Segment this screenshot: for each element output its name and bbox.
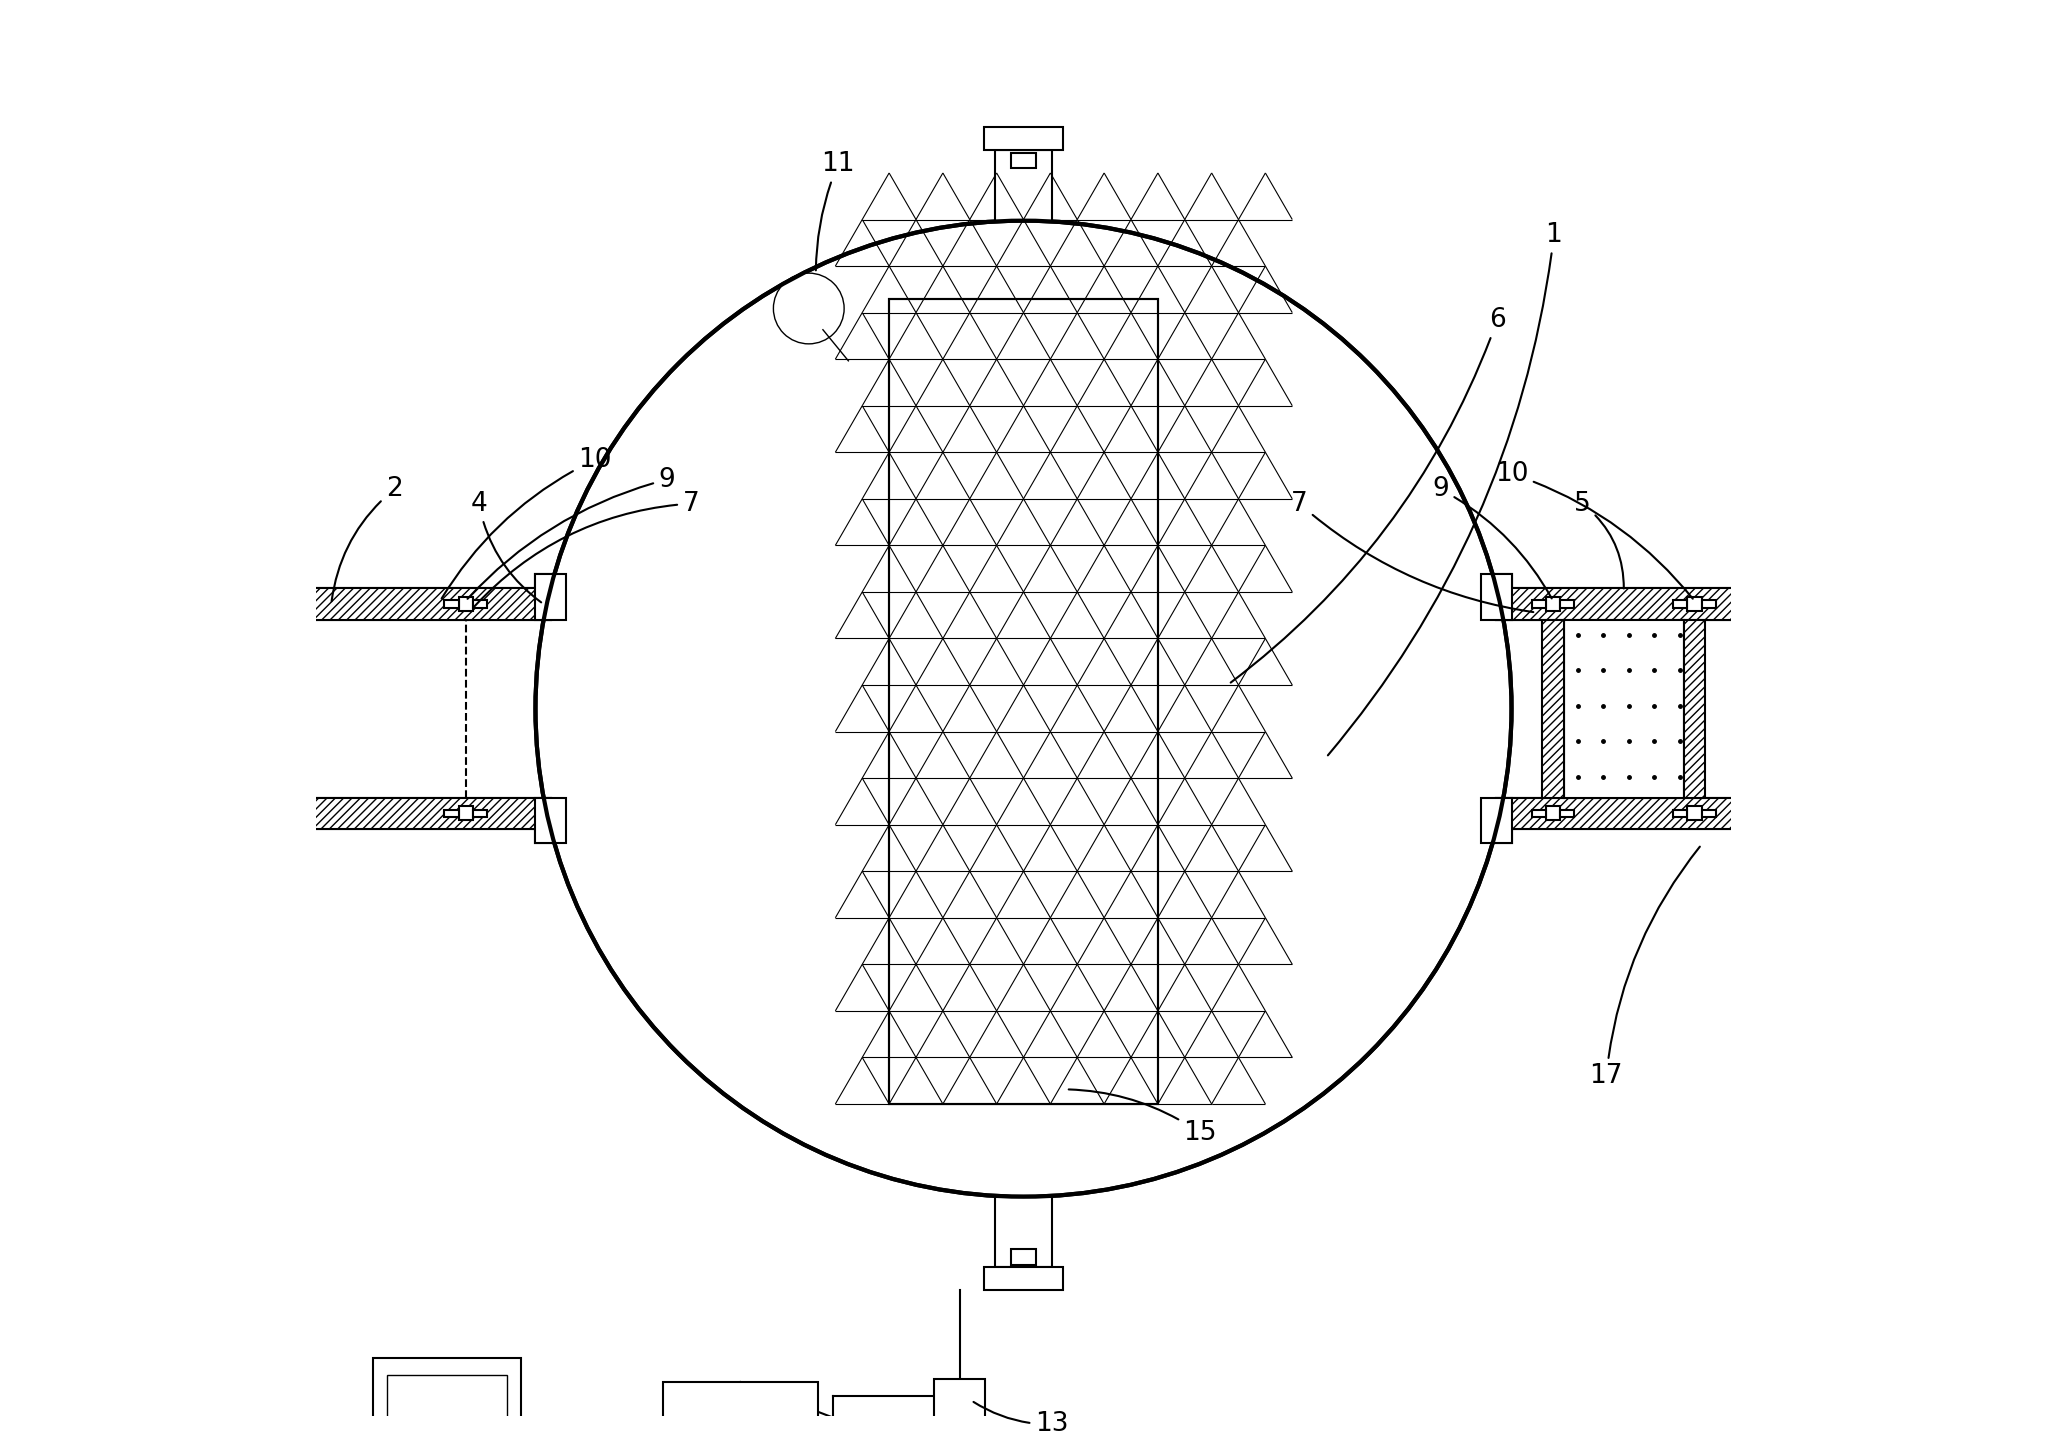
Bar [473, 810, 487, 816]
Text: 11: 11 [817, 151, 856, 270]
Text: 15: 15 [1069, 1089, 1218, 1147]
Bar [888, 299, 1159, 1104]
Text: 1: 1 [1329, 221, 1562, 756]
Bar [888, 299, 1159, 1104]
Circle shape [536, 221, 1511, 1197]
Bar [1480, 575, 1513, 619]
Bar [1531, 601, 1545, 608]
Bar [1564, 619, 1685, 798]
Text: 4: 4 [471, 490, 540, 602]
Bar [1687, 806, 1701, 821]
Text: 7: 7 [1292, 490, 1533, 612]
Text: 6: 6 [1230, 306, 1507, 683]
Text: 10: 10 [1494, 461, 1693, 599]
Bar [1543, 619, 1564, 798]
Bar [297, 619, 551, 798]
Bar [995, 149, 1052, 221]
Bar [459, 596, 473, 611]
Bar [534, 798, 567, 844]
Bar [1672, 601, 1687, 608]
Text: 9: 9 [467, 467, 676, 599]
Bar [297, 588, 551, 619]
Bar [1701, 601, 1715, 608]
Bar [1480, 575, 1513, 619]
Bar [933, 1380, 985, 1424]
Bar [985, 1267, 1062, 1290]
Bar [888, 299, 1159, 1104]
Bar [1687, 596, 1701, 611]
Bar [1560, 810, 1574, 816]
Bar [297, 798, 551, 829]
Bar [1545, 806, 1560, 821]
Bar [1480, 798, 1513, 844]
Bar [297, 798, 551, 829]
Bar [1543, 619, 1564, 798]
Bar [297, 619, 551, 798]
Bar [473, 601, 487, 608]
Text: 5: 5 [1574, 490, 1623, 589]
Bar [1011, 152, 1036, 168]
Bar [459, 806, 473, 821]
Text: 10: 10 [442, 447, 612, 599]
Bar [1545, 806, 1560, 821]
Bar [1560, 810, 1574, 816]
Bar [1701, 601, 1715, 608]
Bar [995, 1197, 1052, 1267]
Bar [1701, 810, 1715, 816]
Bar [1560, 601, 1574, 608]
Bar [1496, 588, 1750, 619]
Bar [1496, 798, 1750, 829]
Text: 7: 7 [475, 490, 700, 606]
Bar [1545, 596, 1560, 611]
Bar [1011, 1249, 1036, 1265]
Bar [1496, 619, 1750, 798]
Bar [663, 1382, 819, 1437]
Bar [1531, 810, 1545, 816]
Bar [534, 798, 567, 844]
Bar [985, 128, 1062, 149]
Text: 9: 9 [1433, 477, 1552, 598]
Bar [534, 575, 567, 619]
Bar [444, 810, 459, 816]
Bar [1531, 601, 1545, 608]
Bar [1496, 588, 1750, 619]
Bar [1560, 601, 1574, 608]
Circle shape [774, 273, 843, 343]
Bar [1685, 619, 1705, 798]
Bar [1545, 596, 1560, 611]
Bar [1687, 596, 1701, 611]
Bar [1672, 601, 1687, 608]
Bar [1480, 798, 1513, 844]
Bar [473, 810, 487, 816]
Bar [534, 575, 567, 619]
Text: 2: 2 [332, 477, 403, 601]
Bar [1685, 619, 1705, 798]
Bar [1672, 810, 1687, 816]
Bar [373, 1358, 522, 1437]
Bar [1496, 798, 1750, 829]
Bar [1687, 806, 1701, 821]
Text: 17: 17 [1591, 846, 1699, 1089]
Bar [444, 601, 459, 608]
Bar [1564, 619, 1685, 798]
Bar [1496, 619, 1750, 798]
Bar [1672, 810, 1687, 816]
Bar [473, 601, 487, 608]
Bar [444, 810, 459, 816]
Bar [459, 806, 473, 821]
Bar [444, 601, 459, 608]
Bar [1701, 810, 1715, 816]
Bar [1531, 810, 1545, 816]
Bar [459, 596, 473, 611]
Bar [297, 588, 551, 619]
Text: 13: 13 [974, 1403, 1069, 1437]
Bar [387, 1375, 508, 1437]
